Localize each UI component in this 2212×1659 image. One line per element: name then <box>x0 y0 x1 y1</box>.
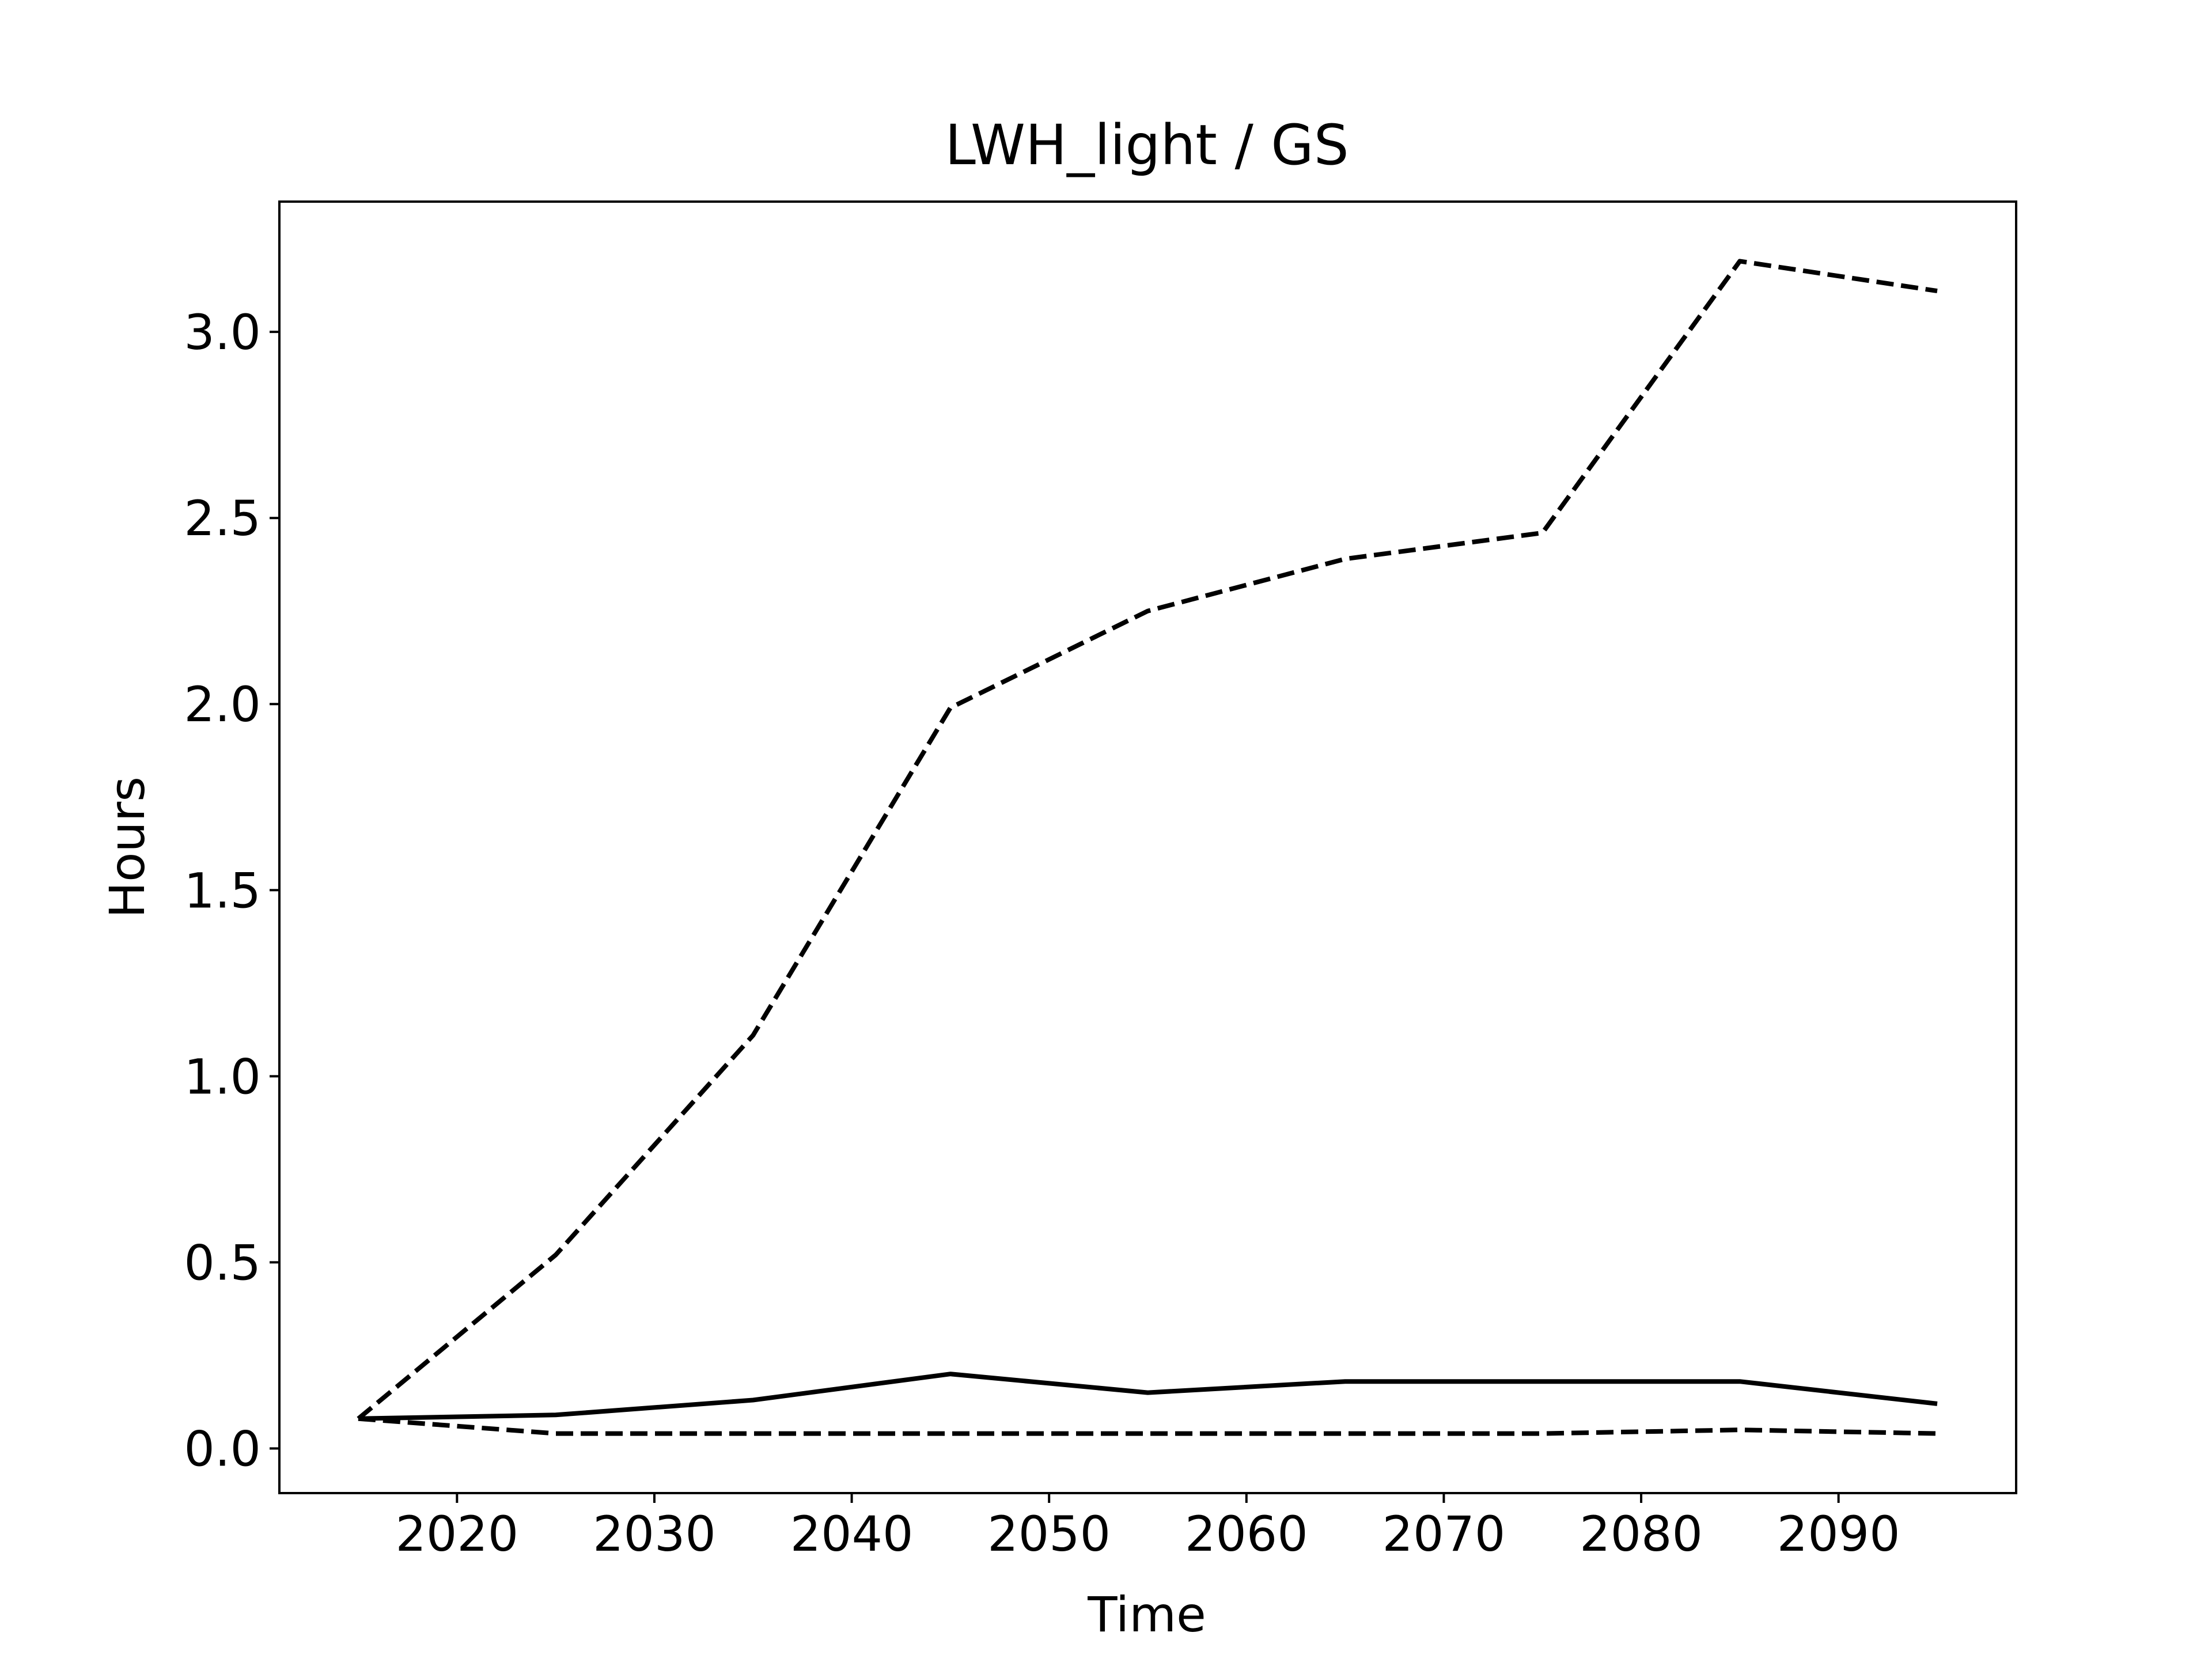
y-axis-label: Hours <box>99 777 156 918</box>
x-tick-label: 2030 <box>593 1506 716 1562</box>
x-tick-label: 2070 <box>1382 1506 1506 1562</box>
y-tick-label: 0.0 <box>184 1421 261 1477</box>
x-tick-label: 2050 <box>987 1506 1111 1562</box>
x-tick-label: 2020 <box>395 1506 518 1562</box>
y-tick-label: 2.5 <box>184 490 261 547</box>
x-tick-label: 2060 <box>1185 1506 1308 1562</box>
plot-frame <box>278 200 2017 1494</box>
x-tick-label: 2080 <box>1580 1506 1703 1562</box>
y-tick-label: 0.5 <box>184 1234 261 1291</box>
y-tick-label: 1.5 <box>184 862 261 919</box>
x-tick-label: 2040 <box>790 1506 914 1562</box>
y-tick-label: 2.0 <box>184 676 261 733</box>
y-tick-label: 1.0 <box>184 1048 261 1105</box>
y-axis: 0.0 0.5 1.0 1.5 2.0 2.5 3.0 <box>184 304 279 1477</box>
x-axis: 2020 2030 2040 2050 2060 2070 2080 2090 <box>395 1493 1900 1562</box>
series-line-1 <box>357 259 1938 1421</box>
x-tick-label: 2090 <box>1777 1506 1900 1562</box>
series-line-2 <box>358 1372 1938 1421</box>
chart-title: LWH_light / GS <box>945 113 1349 177</box>
y-tick-label: 3.0 <box>184 304 261 361</box>
x-axis-label: Time <box>1087 1586 1206 1643</box>
series-layer <box>357 259 1938 1436</box>
series-line-3 <box>358 1416 1938 1436</box>
